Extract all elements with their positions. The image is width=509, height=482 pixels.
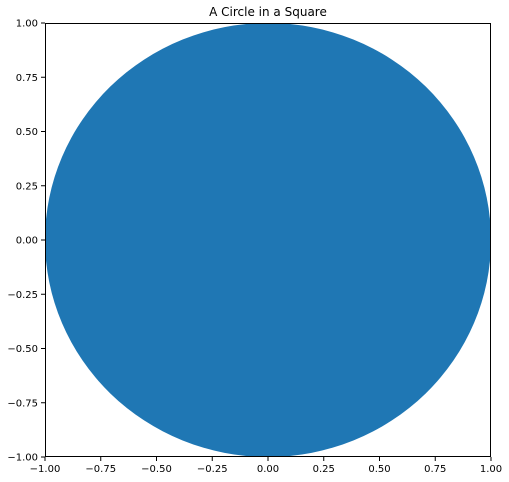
x-tick-label: −0.50 — [141, 464, 172, 475]
y-axis: −1.00 −0.75 −0.50 −0.25 0.00 0.25 0.50 0.75 1.00 — [7, 19, 45, 464]
y-tick-label: 0.00 — [16, 236, 38, 247]
x-tick-label: 0.25 — [313, 464, 335, 475]
y-tick-label: −0.75 — [7, 398, 38, 409]
y-tick-label: 0.75 — [16, 73, 38, 84]
x-axis: −1.00 −0.75 −0.50 −0.25 0.00 0.25 0.50 0.75 1.00 — [30, 457, 502, 475]
y-tick-label: −1.00 — [7, 453, 38, 464]
x-tick-label: −0.25 — [197, 464, 228, 475]
x-tick-label: −1.00 — [30, 464, 61, 475]
y-tick-label: −0.25 — [7, 290, 38, 301]
y-tick-label: 0.50 — [16, 127, 38, 138]
y-tick-label: −0.50 — [7, 344, 38, 355]
plot-frame — [45, 23, 491, 457]
x-tick-label: −0.75 — [85, 464, 116, 475]
x-tick-label: 0.50 — [368, 464, 390, 475]
x-tick-label: 0.75 — [424, 464, 446, 475]
circle-shape — [45, 23, 491, 457]
x-tick-label: 1.00 — [480, 464, 502, 475]
y-tick-label: 1.00 — [16, 19, 38, 30]
chart-title: A Circle in a Square — [209, 5, 327, 19]
shapes-layer — [45, 23, 491, 457]
y-tick-label: 0.25 — [16, 181, 38, 192]
x-tick-label: 0.00 — [257, 464, 279, 475]
